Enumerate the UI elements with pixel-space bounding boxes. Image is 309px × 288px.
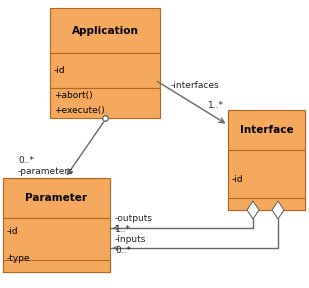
Polygon shape bbox=[247, 201, 259, 219]
Bar bbox=[3, 178, 110, 218]
Bar bbox=[50, 53, 160, 88]
Text: -id: -id bbox=[7, 227, 19, 236]
Text: -parameters: -parameters bbox=[18, 167, 74, 176]
Text: -id: -id bbox=[54, 66, 66, 75]
Bar bbox=[228, 198, 305, 210]
Bar bbox=[50, 8, 160, 53]
Text: 1..*: 1..* bbox=[115, 225, 131, 234]
Bar bbox=[3, 260, 110, 272]
Text: -outputs: -outputs bbox=[115, 214, 153, 223]
Text: Application: Application bbox=[72, 26, 138, 35]
Text: Parameter: Parameter bbox=[26, 193, 87, 203]
Text: -inputs: -inputs bbox=[115, 235, 146, 244]
Bar bbox=[228, 150, 305, 210]
Bar bbox=[228, 110, 305, 150]
Text: 1..*: 1..* bbox=[208, 101, 224, 110]
Bar bbox=[3, 218, 110, 272]
Text: -id: -id bbox=[232, 175, 243, 185]
Text: -interfaces: -interfaces bbox=[171, 81, 219, 90]
Polygon shape bbox=[272, 201, 284, 219]
Text: +execute(): +execute() bbox=[54, 106, 105, 115]
Text: -type: -type bbox=[7, 254, 31, 263]
Bar bbox=[50, 88, 160, 118]
Text: +abort(): +abort() bbox=[54, 91, 93, 100]
Text: Interface: Interface bbox=[240, 125, 293, 135]
Text: 0..*: 0..* bbox=[115, 246, 131, 255]
Text: 0..*: 0..* bbox=[18, 156, 34, 165]
